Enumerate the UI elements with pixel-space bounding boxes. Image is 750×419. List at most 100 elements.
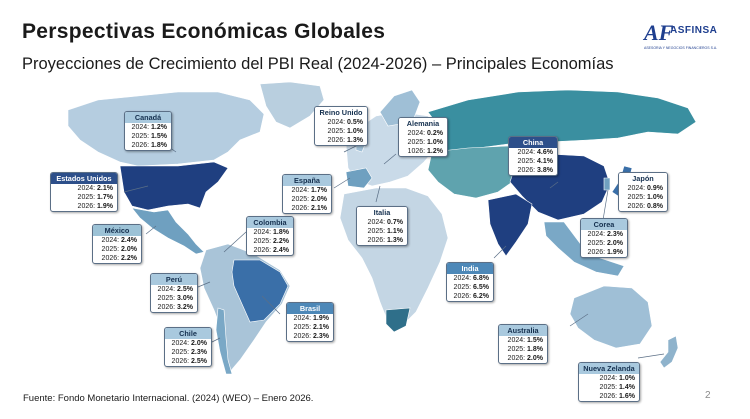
growth-row-2025: 2025: 2.0% bbox=[93, 245, 141, 254]
leader-china bbox=[549, 181, 559, 189]
year-label: 2026: bbox=[367, 237, 386, 244]
year-label: 2024: bbox=[253, 229, 272, 236]
growth-row-2026: 2026: 2.2% bbox=[93, 254, 141, 263]
growth-row-2025: 2025: 2.1% bbox=[287, 323, 333, 332]
land-mexico bbox=[131, 207, 205, 255]
growth-value: 1.0% bbox=[647, 194, 663, 201]
growth-value: 0.9% bbox=[647, 185, 663, 192]
growth-value: 1.1% bbox=[387, 228, 403, 235]
growth-row-2025: 2025: 3.0% bbox=[151, 294, 197, 303]
growth-row-2024: 2024: 2.5% bbox=[151, 285, 197, 294]
land-usa bbox=[119, 161, 229, 211]
year-label: 2026: bbox=[101, 255, 120, 262]
growth-row-2025: 2025: 4.1% bbox=[509, 157, 557, 166]
leader-colombia bbox=[223, 231, 247, 253]
country-card-alemania: Alemania 2024: 0.2% 2025: 1.0% 1026: 1.2… bbox=[398, 117, 448, 157]
country-card-china: China 2024: 4.6% 2025: 4.1% 2026: 3.8% bbox=[508, 136, 558, 176]
growth-row-2024: 2024: 2.4% bbox=[93, 236, 141, 245]
country-name: España bbox=[283, 175, 331, 186]
year-label: 2025: bbox=[101, 246, 120, 253]
year-label: 1026: bbox=[407, 148, 426, 155]
country-name: Canadá bbox=[125, 112, 171, 123]
country-card-nueva-zelanda: Nueva Zelanda 2024: 1.0% 2025: 1.4% 2026… bbox=[578, 362, 640, 402]
growth-row-2024: 2024: 1.8% bbox=[247, 228, 293, 237]
land-australia bbox=[569, 285, 653, 349]
country-name: Chile bbox=[165, 328, 211, 339]
growth-value: 0.2% bbox=[427, 130, 443, 137]
growth-row-2026: 2026: 6.2% bbox=[447, 292, 493, 301]
growth-value: 1.7% bbox=[311, 187, 327, 194]
country-name: China bbox=[509, 137, 557, 148]
year-label: 2025: bbox=[293, 324, 312, 331]
growth-value: 2.5% bbox=[177, 286, 193, 293]
land-chile bbox=[215, 307, 233, 375]
growth-value: 2.0% bbox=[191, 340, 207, 347]
growth-row-2026: 1026: 1.2% bbox=[399, 147, 447, 156]
year-label: 2025: bbox=[171, 349, 190, 356]
growth-value: 1.8% bbox=[527, 346, 543, 353]
growth-value: 6.5% bbox=[473, 284, 489, 291]
growth-row-2026: 2026: 2.3% bbox=[287, 332, 333, 341]
growth-value: 1.5% bbox=[527, 337, 543, 344]
growth-value: 2.3% bbox=[313, 333, 329, 340]
growth-value: 1.0% bbox=[427, 139, 443, 146]
country-card-corea: Corea 2024: 2.3% 2025: 2.0% 2026: 1.9% bbox=[580, 218, 628, 258]
growth-value: 1.2% bbox=[151, 124, 167, 131]
leader-espana bbox=[333, 177, 351, 189]
growth-value: 1.0% bbox=[619, 375, 635, 382]
growth-value: 3.0% bbox=[177, 295, 193, 302]
growth-row-2025: 2025: 1.0% bbox=[399, 138, 447, 147]
growth-row-2024: 2024: 1.7% bbox=[283, 186, 331, 195]
growth-row-2026: 2026: 1.9% bbox=[51, 202, 117, 211]
page-number: 2 bbox=[705, 390, 711, 401]
country-card-india: India 2024: 6.8% 2025: 6.5% 2026: 6.2% bbox=[446, 262, 494, 302]
growth-row-2024: 2024: 2.3% bbox=[581, 230, 627, 239]
land-central-asia bbox=[427, 145, 529, 199]
growth-row-2025: 2025: 1.0% bbox=[315, 127, 367, 136]
growth-value: 2.3% bbox=[607, 231, 623, 238]
slide-title: Perspectivas Económicas Globales bbox=[22, 20, 386, 43]
year-label: 2024: bbox=[627, 185, 646, 192]
year-label: 2025: bbox=[131, 133, 150, 140]
year-label: 2024: bbox=[101, 237, 120, 244]
year-label: 2026: bbox=[293, 333, 312, 340]
country-card-italia: Italia 2024: 0.7% 2025: 1.1% 2026: 1.3% bbox=[356, 206, 408, 246]
growth-row-2024: 2024: 1.9% bbox=[287, 314, 333, 323]
country-name: Australia bbox=[499, 325, 547, 336]
year-label: 2024: bbox=[599, 375, 618, 382]
year-label: 2026: bbox=[587, 249, 606, 256]
growth-value: 1.4% bbox=[619, 384, 635, 391]
year-label: 2024: bbox=[157, 286, 176, 293]
growth-row-2024: 2024: 0.5% bbox=[315, 118, 367, 127]
year-label: 2025: bbox=[77, 194, 96, 201]
year-label: 2026: bbox=[171, 358, 190, 365]
growth-value: 1.2% bbox=[427, 148, 443, 155]
growth-row-2026: 2026: 1.6% bbox=[579, 392, 639, 401]
growth-value: 1.6% bbox=[619, 393, 635, 400]
year-label: 2024: bbox=[587, 231, 606, 238]
year-label: 2025: bbox=[253, 238, 272, 245]
growth-value: 2.0% bbox=[311, 196, 327, 203]
year-label: 2026: bbox=[157, 304, 176, 311]
growth-row-2026: 2026: 2.5% bbox=[165, 357, 211, 366]
leader-alemania bbox=[383, 153, 397, 165]
growth-row-2025: 2025: 1.0% bbox=[619, 193, 667, 202]
year-label: 2025: bbox=[587, 240, 606, 247]
year-label: 2024: bbox=[171, 340, 190, 347]
growth-row-2026: 2026: 2.1% bbox=[283, 204, 331, 213]
growth-value: 0.7% bbox=[387, 219, 403, 226]
growth-row-2026: 2026: 3.2% bbox=[151, 303, 197, 312]
growth-row-2026: 2026: 1.3% bbox=[357, 236, 407, 245]
country-name: Perú bbox=[151, 274, 197, 285]
growth-row-2024: 2024: 4.6% bbox=[509, 148, 557, 157]
growth-value: 2.1% bbox=[97, 185, 113, 192]
year-label: 2024: bbox=[453, 275, 472, 282]
year-label: 2024: bbox=[327, 119, 346, 126]
year-label: 2026: bbox=[291, 205, 310, 212]
growth-value: 3.8% bbox=[537, 167, 553, 174]
country-name: Nueva Zelanda bbox=[579, 363, 639, 374]
year-label: 2026: bbox=[131, 142, 150, 149]
growth-row-2026: 2026: 1.8% bbox=[125, 141, 171, 150]
growth-row-2025: 2025: 6.5% bbox=[447, 283, 493, 292]
growth-value: 2.4% bbox=[121, 237, 137, 244]
